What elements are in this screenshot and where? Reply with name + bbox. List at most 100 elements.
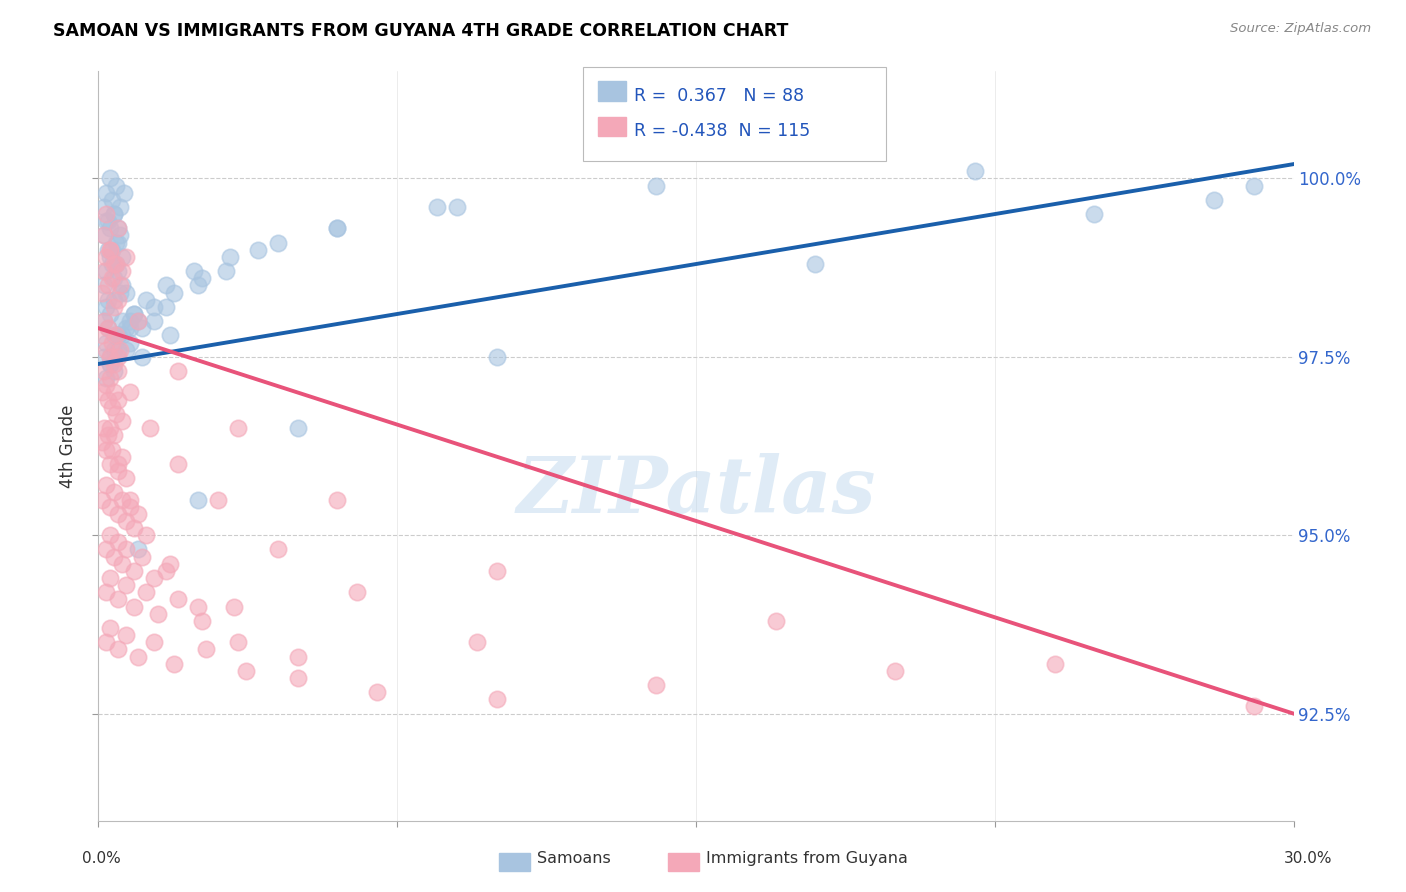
Point xyxy=(222,599,245,614)
Point xyxy=(1043,657,1066,671)
Point xyxy=(105,328,128,343)
Point xyxy=(96,585,118,599)
Point xyxy=(98,350,122,364)
Point xyxy=(107,507,129,521)
Point xyxy=(103,271,125,285)
Text: Immigrants from Guyana: Immigrants from Guyana xyxy=(706,852,908,866)
Point xyxy=(131,321,153,335)
Point xyxy=(107,328,129,343)
Point xyxy=(120,492,142,507)
Point xyxy=(103,293,125,307)
Point xyxy=(127,314,149,328)
Point xyxy=(115,250,138,264)
Point xyxy=(107,328,129,343)
Text: SAMOAN VS IMMIGRANTS FROM GUYANA 4TH GRADE CORRELATION CHART: SAMOAN VS IMMIGRANTS FROM GUYANA 4TH GRA… xyxy=(53,22,789,40)
Point xyxy=(267,542,290,557)
Point xyxy=(98,457,122,471)
Point xyxy=(105,407,128,421)
Point xyxy=(105,257,128,271)
Point xyxy=(97,214,120,228)
Point xyxy=(97,428,120,442)
Point xyxy=(107,642,129,657)
Point xyxy=(103,328,125,343)
Point xyxy=(765,614,787,628)
Point xyxy=(98,357,122,371)
Point xyxy=(111,314,134,328)
Point xyxy=(143,300,166,314)
Point xyxy=(96,250,118,264)
Point xyxy=(93,228,115,243)
Point xyxy=(124,307,146,321)
Point xyxy=(226,421,249,435)
Point xyxy=(124,307,146,321)
Point xyxy=(163,657,186,671)
Text: Samoans: Samoans xyxy=(537,852,610,866)
Point xyxy=(110,228,132,243)
Point xyxy=(143,571,166,585)
Point xyxy=(963,164,986,178)
Point xyxy=(219,250,242,264)
Point xyxy=(135,293,157,307)
Y-axis label: 4th Grade: 4th Grade xyxy=(59,404,77,488)
Point xyxy=(287,421,309,435)
Point xyxy=(115,542,138,557)
Point xyxy=(163,285,186,300)
Point xyxy=(103,207,125,221)
Point xyxy=(103,300,125,314)
Point xyxy=(110,200,132,214)
Point xyxy=(98,621,122,635)
Point xyxy=(91,285,114,300)
Point xyxy=(115,343,138,357)
Point xyxy=(97,321,120,335)
Point xyxy=(110,285,132,300)
Point xyxy=(91,435,114,450)
Point xyxy=(98,250,122,264)
Point xyxy=(135,585,157,599)
Point xyxy=(107,457,129,471)
Point xyxy=(884,664,907,678)
Point xyxy=(98,371,122,385)
Point xyxy=(326,492,349,507)
Point xyxy=(107,221,129,235)
Point xyxy=(93,200,115,214)
Point xyxy=(93,364,115,378)
Point xyxy=(107,235,129,250)
Point xyxy=(115,628,138,642)
Point xyxy=(1083,207,1105,221)
Point xyxy=(804,257,827,271)
Point xyxy=(107,392,129,407)
Point xyxy=(98,571,122,585)
Point xyxy=(115,514,138,528)
Point xyxy=(107,350,129,364)
Point xyxy=(235,664,257,678)
Point xyxy=(96,442,118,457)
Point xyxy=(111,450,134,464)
Point xyxy=(93,421,115,435)
Point xyxy=(485,564,508,578)
Point xyxy=(120,385,142,400)
Point xyxy=(98,307,122,321)
Point xyxy=(98,421,122,435)
Point xyxy=(96,371,118,385)
Point xyxy=(96,264,118,278)
Point xyxy=(103,257,125,271)
Point xyxy=(103,549,125,564)
Point xyxy=(93,228,115,243)
Point xyxy=(127,507,149,521)
Point xyxy=(1243,178,1265,193)
Point xyxy=(187,599,209,614)
Point xyxy=(101,193,124,207)
Point xyxy=(101,271,124,285)
Point xyxy=(124,564,146,578)
Point xyxy=(93,278,115,293)
Point xyxy=(120,321,142,335)
Text: R =  0.367   N = 88: R = 0.367 N = 88 xyxy=(634,87,804,104)
Point xyxy=(96,378,118,392)
Point xyxy=(124,521,146,535)
Point xyxy=(91,385,114,400)
Point xyxy=(96,186,118,200)
Point xyxy=(111,278,134,293)
Point xyxy=(96,478,118,492)
Text: 30.0%: 30.0% xyxy=(1284,851,1331,865)
Point xyxy=(91,492,114,507)
